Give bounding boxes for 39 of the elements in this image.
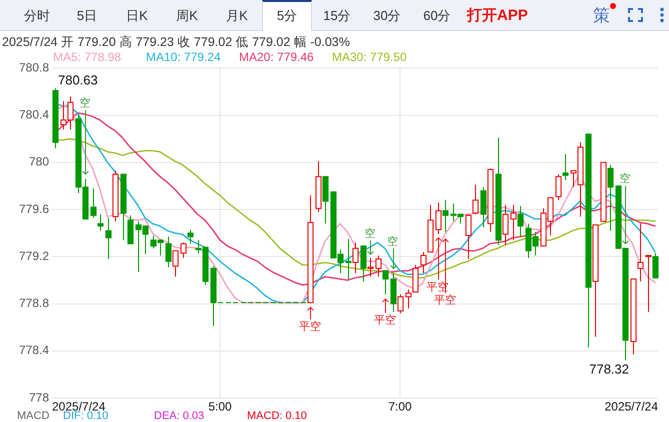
x-tick-label: 7:00 — [388, 400, 412, 414]
text: MA30: 779.50 — [332, 50, 407, 64]
y-tick-label: 780.4 — [18, 108, 50, 122]
text: 分时 — [23, 7, 51, 25]
chart-subtitle: 2025/7/24 开 779.20 高 779.23 收 779.02 低 779.02 幅 -0.03% — [2, 35, 350, 50]
annotation: 空 — [620, 172, 630, 186]
y-tick-label: 780.8 — [18, 60, 50, 75]
annotation: 平空 — [434, 294, 456, 307]
text: 日K — [125, 7, 149, 25]
y-tick-label: 780 — [28, 154, 50, 169]
x-tick-label: 2025/7/24 — [604, 400, 658, 414]
y-tick-label: 778.8 — [18, 296, 50, 310]
text: MACD: 0.10 — [247, 410, 307, 422]
x-tick-label: 5:00 — [208, 400, 232, 414]
text: 15分 — [322, 7, 352, 25]
annotation: 780.63 — [58, 72, 98, 88]
text: 30分 — [372, 7, 402, 25]
text: 5日 — [76, 7, 98, 25]
text: MA5: 778.98 — [53, 50, 122, 64]
annotation: 空 — [80, 96, 90, 110]
text: MA20: 779.46 — [239, 50, 314, 64]
text: 月K — [225, 7, 249, 25]
text: 策 — [593, 5, 610, 27]
text: 5分 — [262, 0, 312, 31]
text: 打开APP — [467, 6, 528, 26]
annotation: 平空 — [374, 314, 396, 327]
y-tick-label: 778 — [28, 390, 50, 404]
text: MA10: 779.24 — [146, 50, 221, 64]
annotation: 平空 — [299, 320, 321, 333]
annotation: 空 — [364, 226, 376, 240]
y-tick-label: 779.2 — [18, 248, 50, 263]
text: DEA: 0.03 — [154, 410, 204, 422]
y-tick-label: 778.4 — [18, 343, 50, 358]
annotation: 空 — [387, 234, 398, 248]
y-tick-label: 779.6 — [18, 202, 50, 216]
text: 60分 — [422, 7, 452, 25]
text: MACD — [17, 410, 50, 422]
annotation: 778.32 — [589, 361, 630, 376]
text: 周K — [175, 7, 199, 25]
